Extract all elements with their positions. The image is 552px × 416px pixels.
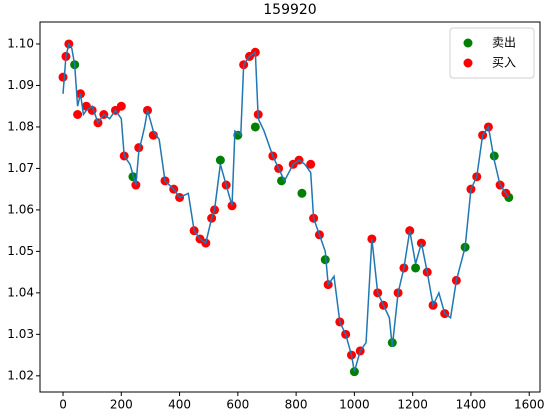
scatter-point <box>116 101 126 111</box>
price-line <box>62 42 510 372</box>
y-tick-label: 1.03 <box>7 327 34 341</box>
plot-frame <box>39 21 541 393</box>
legend-label: 买入 <box>492 56 516 70</box>
scatter-point <box>215 155 225 165</box>
y-tick-label: 1.08 <box>7 119 34 133</box>
scatter-point <box>250 122 260 132</box>
scatter-point <box>73 110 83 119</box>
x-tick-label: 1400 <box>456 398 487 412</box>
y-tick-label: 1.10 <box>7 36 34 50</box>
y-tick-label: 1.09 <box>7 78 34 92</box>
y-tick-label: 1.07 <box>7 161 34 175</box>
y-tick-label: 1.02 <box>7 368 34 382</box>
legend-label: 卖出 <box>492 36 516 50</box>
x-tick-label: 1000 <box>339 398 370 412</box>
scatter-point <box>306 159 316 169</box>
scatter-point <box>148 130 158 140</box>
x-tick-label: 400 <box>168 398 191 412</box>
y-tick-label: 1.04 <box>7 285 34 299</box>
x-tick-label: 0 <box>59 398 67 412</box>
scatter-point <box>58 72 68 82</box>
x-tick-label: 600 <box>226 398 249 412</box>
x-tick-label: 1600 <box>514 398 545 412</box>
scatter-point <box>411 263 421 273</box>
chart-title: 159920 <box>263 2 316 18</box>
x-tick-label: 800 <box>285 398 308 412</box>
x-tick-label: 200 <box>110 398 133 412</box>
legend-marker <box>463 38 473 48</box>
scatter-point <box>297 188 307 198</box>
y-tick-label: 1.05 <box>7 244 34 258</box>
legend-marker <box>463 58 473 68</box>
x-tick-label: 1200 <box>397 398 428 412</box>
y-tick-label: 1.06 <box>7 202 34 216</box>
